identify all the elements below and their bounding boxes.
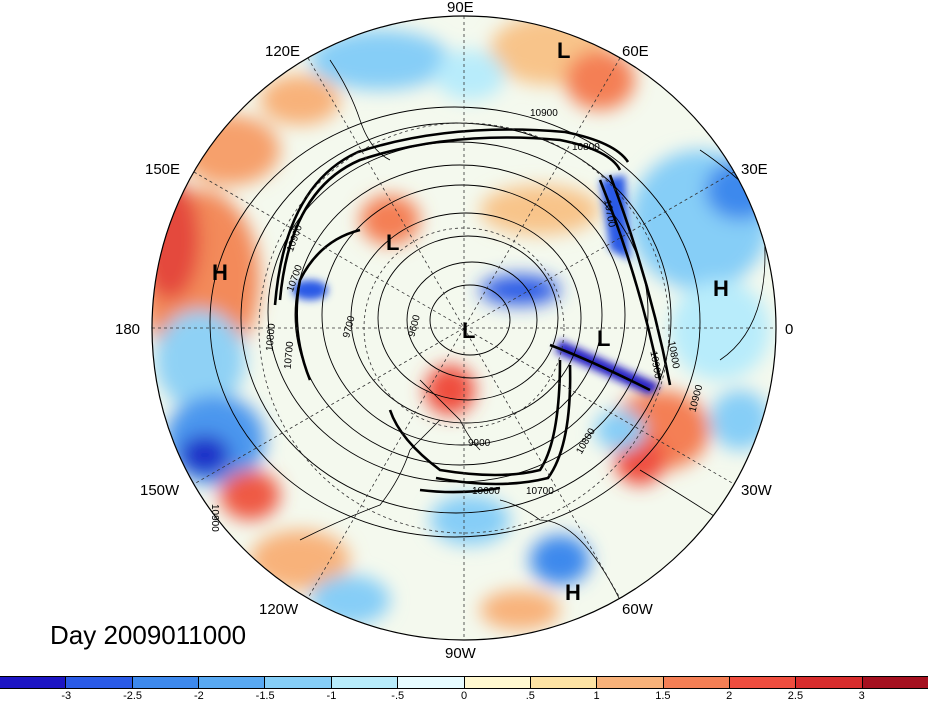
lon-label-30e: 30E (741, 161, 768, 178)
low-pressure-label: L (557, 38, 570, 63)
contour-label: 10700 (601, 199, 617, 229)
colorbar-swatch (265, 677, 332, 688)
colorbar-swatch (464, 677, 531, 688)
contour-label: 10900 (530, 108, 558, 119)
contour-label: 10800 (665, 340, 681, 370)
jet-contours (273, 128, 672, 494)
lon-label-120w: 120W (259, 601, 299, 618)
day-title: Day 2009011000 (50, 620, 247, 650)
colorbar-tick-label: 2 (726, 690, 733, 702)
contour-label: 10900 (209, 504, 220, 532)
colorbar-tick-label: -2 (193, 690, 204, 702)
colorbar-swatch (663, 677, 730, 688)
lon-label-60w: 60W (622, 601, 654, 618)
contour-label: 10700 (283, 341, 296, 370)
colorbar-swatch (0, 677, 67, 688)
lon-label-0: 0 (785, 321, 793, 338)
colorbar-tick-label: 1.5 (655, 690, 671, 702)
colorbar-swatch (132, 677, 200, 688)
contour-label: 10800 (572, 142, 600, 153)
map-border (151, 15, 777, 641)
contour-label: 9900 (468, 438, 491, 449)
graticule (152, 16, 776, 640)
lon-label-90e: 90E (447, 0, 474, 16)
contour-label: 10900 (647, 350, 663, 380)
longitude-labels: 90E 60E 30E 0 30W 60W 90W 120W 150W 180 … (115, 0, 793, 662)
low-pressure-label: L (462, 318, 475, 343)
colorbar-tick-label: 3 (858, 690, 865, 702)
polar-map: 10900 10800 10700 10900 10700 9700 9600 … (115, 0, 793, 662)
colorbar-tick-label: 2.5 (787, 690, 804, 702)
colorbar-tick-label: .5 (525, 690, 535, 702)
lon-label-150w: 150W (140, 482, 180, 499)
colorbar-swatch (66, 677, 133, 688)
colorbar-tick-label: -1.5 (255, 690, 275, 702)
anomaly-shading (152, 16, 776, 640)
high-pressure-label: H (565, 580, 581, 605)
colorbar-swatch (398, 677, 465, 688)
lon-label-120e: 120E (265, 43, 300, 60)
colorbar-tick-label: 0 (460, 690, 468, 702)
lon-label-30w: 30W (741, 482, 773, 499)
colorbar-swatch (597, 677, 664, 688)
colorbar (0, 676, 928, 689)
colorbar-tick-label: -2.5 (123, 690, 143, 702)
low-pressure-label: L (597, 326, 610, 351)
lon-label-90w: 90W (445, 645, 477, 662)
height-contours (209, 106, 701, 538)
colorbar-swatch (331, 677, 399, 688)
lon-label-60e: 60E (622, 43, 649, 60)
low-pressure-label: L (386, 230, 399, 255)
contour-label: 10600 (472, 486, 500, 497)
colorbar-tick-label: -.5 (391, 690, 405, 702)
contour-labels: 10900 10800 10700 10900 10700 9700 9600 … (209, 108, 705, 532)
colorbar-tick-label: -3 (61, 690, 72, 702)
pressure-centers: L L L L H H H (212, 38, 729, 605)
contour-label: 10800 (264, 323, 277, 352)
colorbar-labels: -3 -2.5 -2 -1.5 -1 -.5 0 .5 1 1.5 2 2.5 3 (0, 690, 928, 702)
colorbar-tick-label: -1 (326, 690, 337, 702)
colorbar-swatch (862, 677, 928, 688)
lon-label-180: 180 (115, 321, 140, 338)
contour-label: 10700 (526, 486, 554, 497)
high-pressure-label: H (713, 276, 729, 301)
lon-label-150e: 150E (145, 161, 180, 178)
colorbar-swatch (796, 677, 863, 688)
colorbar-swatch (199, 677, 266, 688)
colorbar-swatch (729, 677, 797, 688)
colorbar-tick-label: 1 (593, 690, 600, 702)
colorbar-swatch (530, 677, 598, 688)
high-pressure-label: H (212, 260, 228, 285)
